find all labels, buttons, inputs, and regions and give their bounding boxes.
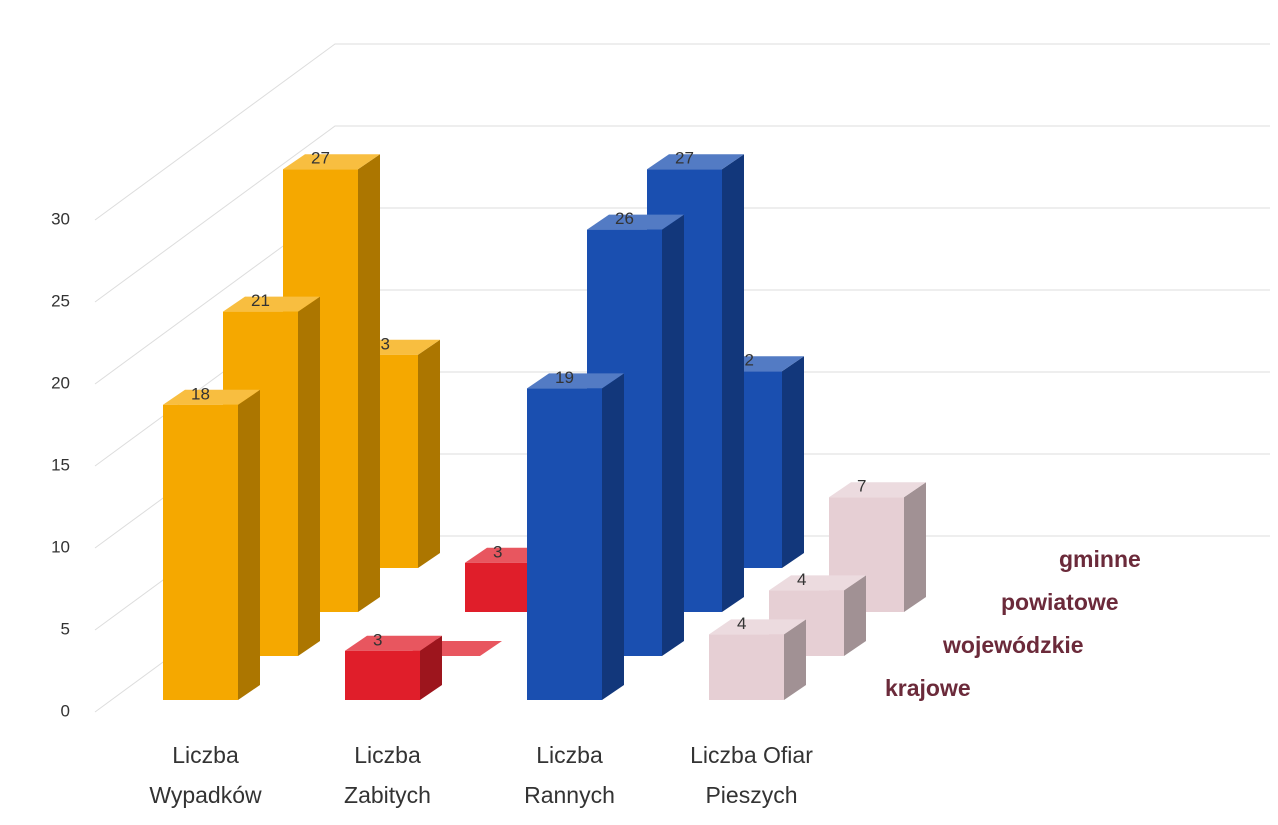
bar <box>163 389 260 700</box>
bar-face <box>223 296 320 312</box>
bar-face <box>358 154 380 612</box>
y-tick-label: 30 <box>51 209 70 228</box>
data-label: 3 <box>493 542 502 561</box>
x-tick-label: Liczba Rannych <box>524 742 615 808</box>
grid-line <box>94 43 1270 221</box>
bar-face <box>602 373 624 700</box>
bar-face <box>782 356 804 568</box>
y-tick-label: 5 <box>61 619 70 638</box>
data-label: 4 <box>797 570 806 589</box>
legend-label: gminne <box>1059 546 1141 572</box>
bar <box>527 373 624 700</box>
data-label: 19 <box>555 368 574 387</box>
legend-label: wojewódzkie <box>942 632 1084 658</box>
bar-face <box>283 154 380 170</box>
bar-face <box>722 154 744 612</box>
bar-face <box>662 214 684 656</box>
legend-label: powiatowe <box>1001 589 1119 615</box>
data-label: 3 <box>373 630 382 649</box>
data-label: 21 <box>251 291 270 310</box>
bar-face <box>420 635 442 700</box>
data-label: 18 <box>191 384 210 403</box>
bar-face <box>527 373 624 389</box>
data-label: 26 <box>615 209 634 228</box>
bar-face <box>298 296 320 656</box>
grid-line <box>94 125 1270 303</box>
legend-label: krajowe <box>885 675 971 701</box>
bar-face <box>844 575 866 656</box>
bar-face <box>709 634 784 700</box>
data-label: 27 <box>311 149 330 168</box>
bar-face <box>465 562 540 612</box>
bar-face <box>769 575 866 591</box>
data-label: 7 <box>857 477 866 496</box>
bar-face <box>163 404 238 700</box>
x-tick-label: Liczba Ofiar Pieszych <box>690 742 813 808</box>
y-tick-label: 25 <box>51 291 70 310</box>
bar-face <box>163 389 260 405</box>
bar-face <box>238 389 260 700</box>
y-tick-label: 15 <box>51 455 70 474</box>
bar-face <box>829 482 926 498</box>
x-tick-label: Liczba Zabitych <box>344 742 431 808</box>
bar <box>345 635 442 700</box>
y-tick-label: 20 <box>51 373 70 392</box>
x-tick-label: Liczba Wypadków <box>149 742 262 808</box>
bar-face <box>418 339 440 568</box>
y-tick-label: 0 <box>61 701 70 720</box>
bar-face <box>587 214 684 230</box>
bar <box>709 619 806 700</box>
y-tick-label: 10 <box>51 537 70 556</box>
bar-face <box>345 635 442 651</box>
data-label: 27 <box>675 149 694 168</box>
bar-face <box>709 619 806 635</box>
bar-face <box>647 154 744 170</box>
bar-face <box>527 388 602 700</box>
data-label: 4 <box>737 614 746 633</box>
bar-face <box>904 482 926 612</box>
bar-face <box>345 650 420 700</box>
bar-face <box>784 619 806 700</box>
